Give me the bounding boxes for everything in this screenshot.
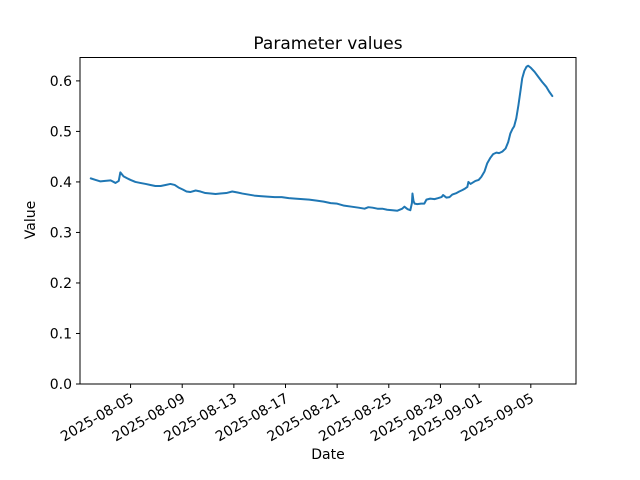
y-tick-label: 0.6 (50, 74, 72, 90)
y-axis-ticks: 0.0 0.1 0.2 0.3 0.4 0.5 0.6 (50, 74, 80, 393)
y-tick-label: 0.5 (50, 124, 72, 140)
y-tick-label: 0.4 (50, 175, 72, 191)
y-tick-label: 0.3 (50, 225, 72, 241)
y-tick-label: 0.1 (50, 326, 72, 342)
plot-area (79, 57, 577, 385)
x-axis-label: Date (311, 447, 344, 463)
data-series-line (89, 64, 554, 212)
y-axis-label: Value (23, 201, 39, 239)
y-tick-label: 0.2 (50, 276, 72, 292)
chart-title: Parameter values (253, 34, 402, 54)
y-tick-label: 0.0 (50, 377, 72, 393)
series-group (89, 64, 554, 212)
x-axis-ticks: 2025-08-052025-08-092025-08-132025-08-17… (58, 384, 537, 445)
